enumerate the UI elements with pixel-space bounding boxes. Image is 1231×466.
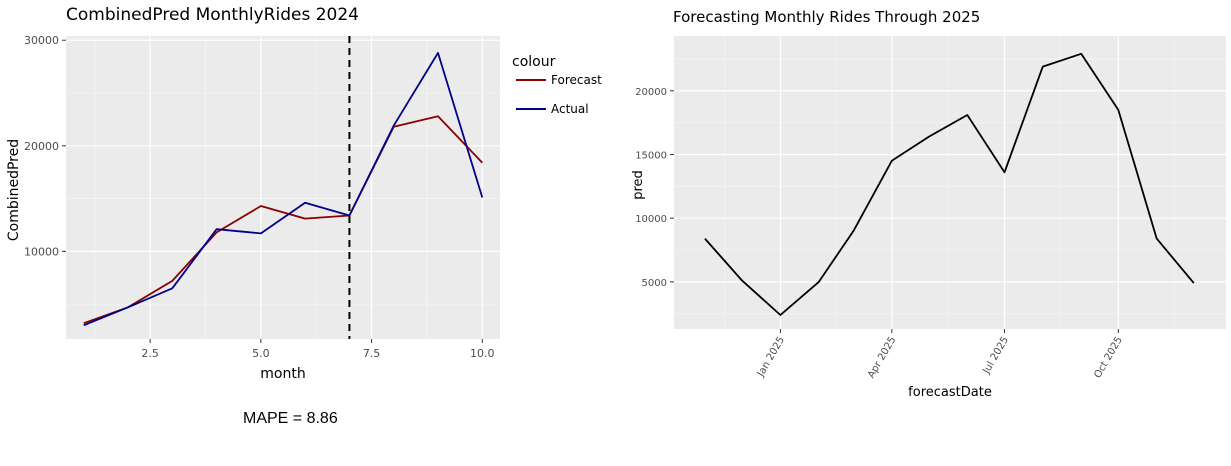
right-y-tick-label: 15000 bbox=[635, 150, 667, 161]
left-y-ticks: 10000 20000 30000 bbox=[24, 34, 66, 258]
left-plot-panel bbox=[66, 36, 500, 339]
right-y-tick-label: 10000 bbox=[635, 214, 667, 225]
left-y-axis-label: CombinedPred bbox=[6, 139, 22, 241]
left-y-tick-label: 20000 bbox=[24, 140, 59, 153]
left-y-tick-label: 30000 bbox=[24, 34, 59, 47]
left-x-axis-label: month bbox=[260, 366, 305, 382]
right-x-tick-label: Jul 2025 bbox=[981, 335, 1011, 377]
legend-label-actual: Actual bbox=[551, 102, 589, 116]
left-x-tick-label: 2.5 bbox=[141, 347, 159, 360]
left-x-tick-label: 10.0 bbox=[470, 347, 495, 360]
right-chart-title: Forecasting Monthly Rides Through 2025 bbox=[673, 8, 981, 26]
left-chart-title: CombinedPred MonthlyRides 2024 bbox=[66, 5, 359, 25]
left-x-tick-label: 7.5 bbox=[363, 347, 381, 360]
right-series-lines bbox=[704, 52, 1195, 316]
right-x-axis-label: forecastDate bbox=[908, 385, 992, 400]
right-y-tick-label: 20000 bbox=[635, 87, 667, 98]
right-x-tick-label: Jan 2025 bbox=[755, 335, 787, 380]
mape-annotation: MAPE = 8.86 bbox=[243, 410, 338, 427]
right-x-ticks: Jan 2025 Apr 2025 Jul 2025 Oct 2025 bbox=[755, 329, 1125, 380]
left-y-tick-label: 10000 bbox=[24, 245, 59, 258]
left-series-lines bbox=[83, 52, 484, 327]
right-x-tick-label: Apr 2025 bbox=[866, 335, 898, 380]
right-x-tick-label: Oct 2025 bbox=[1092, 335, 1124, 380]
right-series-line-pred bbox=[704, 52, 1195, 316]
left-grid bbox=[66, 36, 500, 339]
left-x-tick-label: 5.0 bbox=[252, 347, 270, 360]
left-series-line-actual bbox=[83, 52, 484, 327]
right-y-ticks: 5000 10000 15000 20000 bbox=[635, 87, 674, 289]
legend-title: colour bbox=[512, 54, 556, 70]
right-plot-panel bbox=[674, 36, 1226, 329]
right-y-tick-label: 5000 bbox=[642, 278, 667, 289]
right-y-axis-label: pred bbox=[631, 170, 646, 200]
right-grid bbox=[674, 36, 1226, 329]
left-x-ticks: 2.5 5.0 7.5 10.0 bbox=[141, 339, 495, 360]
legend-label-forecast: Forecast bbox=[551, 73, 602, 87]
left-series-line-forecast bbox=[83, 115, 483, 325]
